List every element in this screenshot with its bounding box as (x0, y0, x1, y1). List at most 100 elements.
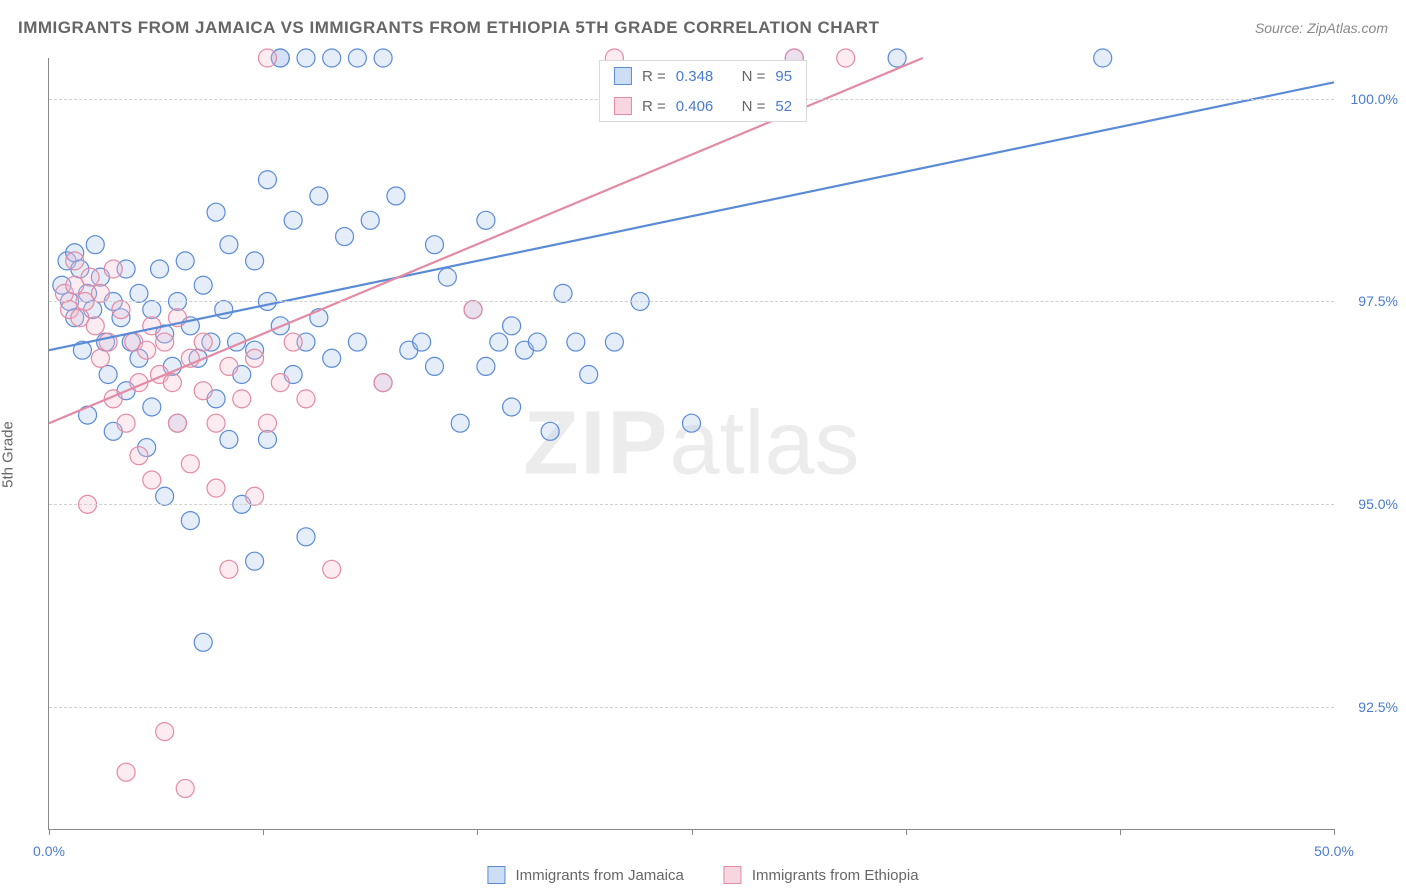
data-point (258, 430, 276, 448)
data-point (348, 49, 366, 67)
data-point (86, 236, 104, 254)
data-point (438, 268, 456, 286)
data-point (1094, 49, 1112, 67)
data-point (387, 187, 405, 205)
data-point (207, 203, 225, 221)
y-tick-label: 92.5% (1338, 699, 1398, 715)
stats-legend: R = 0.348 N = 95 R = 0.406 N = 52 (599, 60, 807, 122)
data-point (336, 228, 354, 246)
gridline (49, 504, 1334, 505)
data-point (683, 414, 701, 432)
n-label: N = (742, 98, 766, 115)
data-point (207, 414, 225, 432)
chart-title: IMMIGRANTS FROM JAMAICA VS IMMIGRANTS FR… (18, 18, 879, 38)
data-point (176, 252, 194, 270)
data-point (207, 479, 225, 497)
data-point (413, 333, 431, 351)
gridline (49, 301, 1334, 302)
data-point (426, 236, 444, 254)
data-point (181, 455, 199, 473)
data-point (194, 276, 212, 294)
data-point (130, 447, 148, 465)
data-point (464, 301, 482, 319)
data-point (86, 317, 104, 335)
data-point (503, 317, 521, 335)
data-point (567, 333, 585, 351)
r-value: 0.406 (676, 98, 714, 115)
data-point (151, 260, 169, 278)
data-point (220, 357, 238, 375)
x-tick (692, 829, 693, 835)
data-point (541, 422, 559, 440)
swatch-jamaica (487, 866, 505, 884)
data-point (246, 349, 264, 367)
swatch-jamaica (614, 67, 632, 85)
data-point (194, 382, 212, 400)
r-value: 0.348 (676, 68, 714, 85)
source-link[interactable]: ZipAtlas.com (1307, 20, 1388, 36)
data-point (246, 487, 264, 505)
data-point (220, 236, 238, 254)
data-point (169, 414, 187, 432)
data-point (361, 211, 379, 229)
data-point (117, 414, 135, 432)
data-point (99, 366, 117, 384)
trend-line (49, 82, 1334, 350)
data-point (837, 49, 855, 67)
data-point (888, 49, 906, 67)
data-point (143, 317, 161, 335)
data-point (138, 341, 156, 359)
chart-source: Source: ZipAtlas.com (1255, 20, 1388, 36)
data-point (374, 49, 392, 67)
data-point (176, 779, 194, 797)
stats-row-ethiopia: R = 0.406 N = 52 (600, 91, 806, 121)
r-label: R = (642, 98, 666, 115)
data-point (348, 333, 366, 351)
data-point (258, 414, 276, 432)
data-point (297, 390, 315, 408)
data-point (130, 284, 148, 302)
data-point (271, 374, 289, 392)
data-point (310, 187, 328, 205)
x-tick (1334, 829, 1335, 835)
legend-label: Immigrants from Jamaica (515, 867, 683, 884)
data-point (117, 763, 135, 781)
n-value: 52 (775, 98, 792, 115)
data-point (156, 333, 174, 351)
y-tick-label: 100.0% (1338, 91, 1398, 107)
data-point (181, 512, 199, 530)
data-point (284, 333, 302, 351)
source-prefix: Source: (1255, 20, 1307, 36)
x-tick-label: 0.0% (33, 843, 65, 859)
y-axis-label: 5th Grade (0, 421, 17, 488)
data-point (477, 357, 495, 375)
data-point (258, 49, 276, 67)
data-point (156, 723, 174, 741)
data-point (194, 333, 212, 351)
x-tick (477, 829, 478, 835)
data-point (220, 560, 238, 578)
data-point (143, 398, 161, 416)
chart-header: IMMIGRANTS FROM JAMAICA VS IMMIGRANTS FR… (18, 18, 1388, 38)
x-tick-label: 50.0% (1314, 843, 1354, 859)
data-point (374, 374, 392, 392)
x-tick (49, 829, 50, 835)
legend-item-ethiopia: Immigrants from Ethiopia (724, 866, 919, 884)
data-point (143, 471, 161, 489)
data-point (66, 252, 84, 270)
legend-item-jamaica: Immigrants from Jamaica (487, 866, 683, 884)
y-tick-label: 97.5% (1338, 293, 1398, 309)
data-point (246, 552, 264, 570)
data-point (426, 357, 444, 375)
r-label: R = (642, 68, 666, 85)
data-point (156, 487, 174, 505)
data-point (580, 366, 598, 384)
data-point (284, 211, 302, 229)
data-point (503, 398, 521, 416)
data-point (91, 284, 109, 302)
data-point (220, 430, 238, 448)
swatch-ethiopia (614, 97, 632, 115)
x-tick (906, 829, 907, 835)
data-point (605, 333, 623, 351)
data-point (554, 284, 572, 302)
